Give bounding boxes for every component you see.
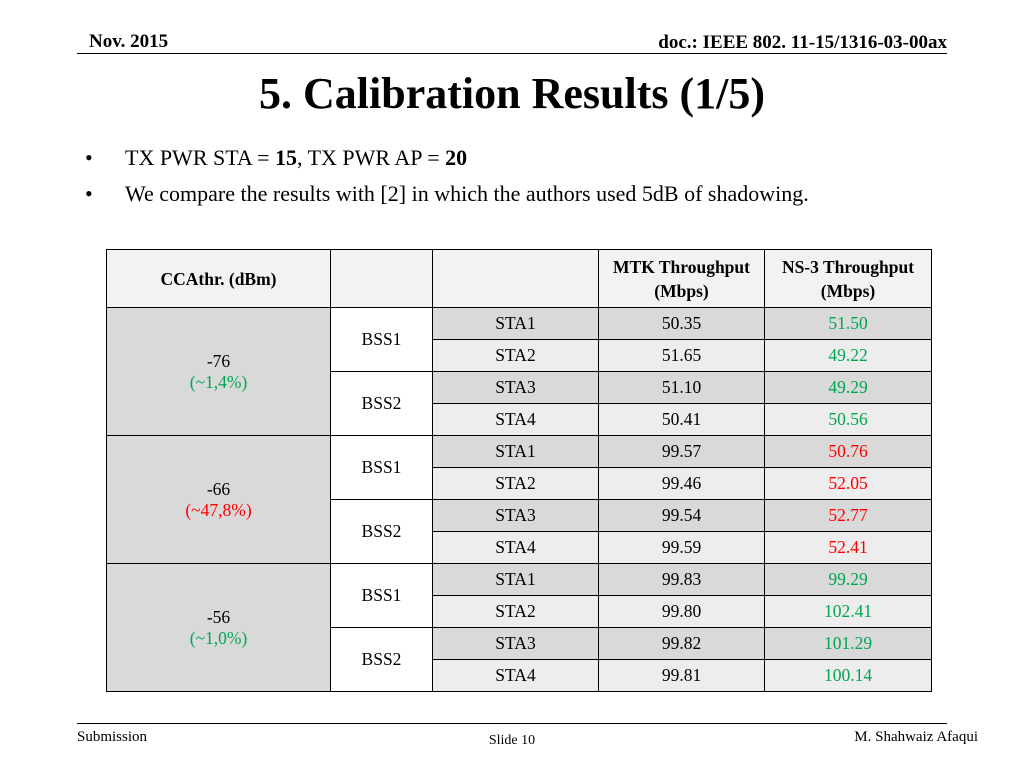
footer-author: M. Shahwaiz Afaqui bbox=[854, 729, 978, 745]
cca-deviation: (~1,0%) bbox=[189, 627, 248, 648]
ns3-throughput-cell: 51.50 bbox=[764, 307, 932, 340]
bullet-text-part: TX PWR STA = bbox=[125, 145, 275, 170]
cca-threshold-cell: -66 (~47,8%) bbox=[106, 435, 331, 564]
table-row: STA2 51.65 49.22 bbox=[107, 339, 932, 372]
bss-cell: BSS2 bbox=[330, 371, 433, 436]
sta-cell: STA2 bbox=[432, 595, 599, 628]
ns3-throughput-cell: 49.22 bbox=[764, 339, 932, 372]
table-row: BSS2 STA3 51.10 49.29 bbox=[107, 371, 932, 436]
footer-divider bbox=[77, 723, 947, 724]
ns3-throughput-cell: 50.56 bbox=[764, 403, 932, 436]
bss-cell: BSS2 bbox=[330, 627, 433, 692]
header-cca: CCAthr. (dBm) bbox=[106, 249, 331, 308]
bss-cell: BSS1 bbox=[330, 307, 433, 372]
sta-cell: STA1 bbox=[432, 435, 599, 468]
footer-submission: Submission bbox=[77, 729, 148, 745]
header-divider bbox=[77, 53, 947, 54]
sta-cell: STA4 bbox=[432, 659, 599, 692]
bullet-text: We compare the results with [2] in which… bbox=[125, 181, 809, 217]
cca-threshold-cell: -56 (~1,0%) bbox=[106, 563, 331, 692]
mtk-throughput-cell: 50.41 bbox=[598, 403, 765, 436]
table-row: -66 (~47,8%) BSS1 STA1 99.57 50.76 bbox=[106, 435, 932, 564]
sta-cell: STA4 bbox=[432, 531, 599, 564]
ns3-throughput-cell: 52.41 bbox=[764, 531, 932, 564]
mtk-throughput-cell: 51.65 bbox=[598, 339, 765, 372]
mtk-throughput-cell: 99.46 bbox=[598, 467, 765, 500]
bullet-text: TX PWR STA = 15, TX PWR AP = 20 bbox=[125, 145, 467, 181]
bullet-item: • We compare the results with [2] in whic… bbox=[85, 181, 809, 217]
mtk-throughput-cell: 99.54 bbox=[598, 499, 765, 532]
bullet-item: • TX PWR STA = 15, TX PWR AP = 20 bbox=[85, 145, 809, 181]
header-sta bbox=[432, 249, 599, 308]
table-row: STA4 50.41 50.56 bbox=[107, 403, 932, 436]
slide-number: Slide 10 bbox=[488, 733, 536, 748]
cca-deviation: (~47,8%) bbox=[185, 499, 252, 520]
bss-cell: BSS1 bbox=[330, 435, 433, 500]
table-row: STA2 99.80 102.41 bbox=[107, 595, 932, 628]
results-table: CCAthr. (dBm) MTK Throughput (Mbps) NS-3… bbox=[106, 249, 932, 692]
sta-cell: STA3 bbox=[432, 371, 599, 404]
header-bss bbox=[330, 249, 433, 308]
mtk-throughput-cell: 99.57 bbox=[598, 435, 765, 468]
table-row: STA4 99.81 100.14 bbox=[107, 659, 932, 692]
header-date: Nov. 2015 bbox=[89, 31, 169, 52]
header-doc-id: doc.: IEEE 802. 11-15/1316-03-00ax bbox=[658, 32, 947, 53]
bss-cell: BSS2 bbox=[330, 499, 433, 564]
sta-cell: STA2 bbox=[432, 467, 599, 500]
table-row: BSS2 STA3 99.54 52.77 bbox=[107, 499, 932, 564]
mtk-throughput-cell: 99.59 bbox=[598, 531, 765, 564]
header-ns3-throughput: NS-3 Throughput (Mbps) bbox=[764, 249, 932, 308]
mtk-throughput-cell: 99.83 bbox=[598, 563, 765, 596]
cca-value: -76 bbox=[206, 350, 231, 371]
cca-value: -56 bbox=[206, 606, 231, 627]
bullet-text-part: 15 bbox=[275, 145, 297, 170]
sta-cell: STA1 bbox=[432, 563, 599, 596]
ns3-throughput-cell: 49.29 bbox=[764, 371, 932, 404]
bullet-text-part: , TX PWR AP = bbox=[297, 145, 446, 170]
ns3-throughput-cell: 101.29 bbox=[764, 627, 932, 660]
bss-cell: BSS1 bbox=[330, 563, 433, 628]
ns3-throughput-cell: 52.77 bbox=[764, 499, 932, 532]
bullet-list: • TX PWR STA = 15, TX PWR AP = 20 • We comp… bbox=[85, 145, 809, 217]
ns3-throughput-cell: 52.05 bbox=[764, 467, 932, 500]
cca-deviation: (~1,4%) bbox=[189, 371, 248, 392]
ns3-throughput-cell: 50.76 bbox=[764, 435, 932, 468]
mtk-throughput-cell: 99.82 bbox=[598, 627, 765, 660]
sta-cell: STA2 bbox=[432, 339, 599, 372]
sta-cell: STA3 bbox=[432, 499, 599, 532]
table-header-row: CCAthr. (dBm) MTK Throughput (Mbps) NS-3… bbox=[106, 249, 932, 308]
cca-threshold-cell: -76 (~1,4%) bbox=[106, 307, 331, 436]
mtk-throughput-cell: 99.81 bbox=[598, 659, 765, 692]
table-row: -76 (~1,4%) BSS1 STA1 50.35 51.50 bbox=[106, 307, 932, 436]
table-row: BSS2 STA3 99.82 101.29 bbox=[107, 627, 932, 692]
sta-cell: STA1 bbox=[432, 307, 599, 340]
ns3-throughput-cell: 100.14 bbox=[764, 659, 932, 692]
sta-cell: STA3 bbox=[432, 627, 599, 660]
ns3-throughput-cell: 99.29 bbox=[764, 563, 932, 596]
sta-cell: STA4 bbox=[432, 403, 599, 436]
bullet-dot: • bbox=[85, 181, 93, 206]
header-mtk-throughput: MTK Throughput (Mbps) bbox=[598, 249, 765, 308]
bullet-text-part: We compare the results with [2] in which… bbox=[125, 181, 809, 206]
ns3-throughput-cell: 102.41 bbox=[764, 595, 932, 628]
bullet-text-part: 20 bbox=[445, 145, 468, 170]
table-row: STA2 99.46 52.05 bbox=[107, 467, 932, 500]
bullet-dot: • bbox=[85, 145, 93, 170]
mtk-throughput-cell: 51.10 bbox=[598, 371, 765, 404]
table-row: STA4 99.59 52.41 bbox=[107, 531, 932, 564]
mtk-throughput-cell: 50.35 bbox=[598, 307, 765, 340]
cca-value: -66 bbox=[206, 478, 231, 499]
slide-title: 5. Calibration Results (1/5) bbox=[259, 69, 765, 118]
table-row: -56 (~1,0%) BSS1 STA1 99.83 99.29 bbox=[106, 563, 932, 692]
mtk-throughput-cell: 99.80 bbox=[598, 595, 765, 628]
